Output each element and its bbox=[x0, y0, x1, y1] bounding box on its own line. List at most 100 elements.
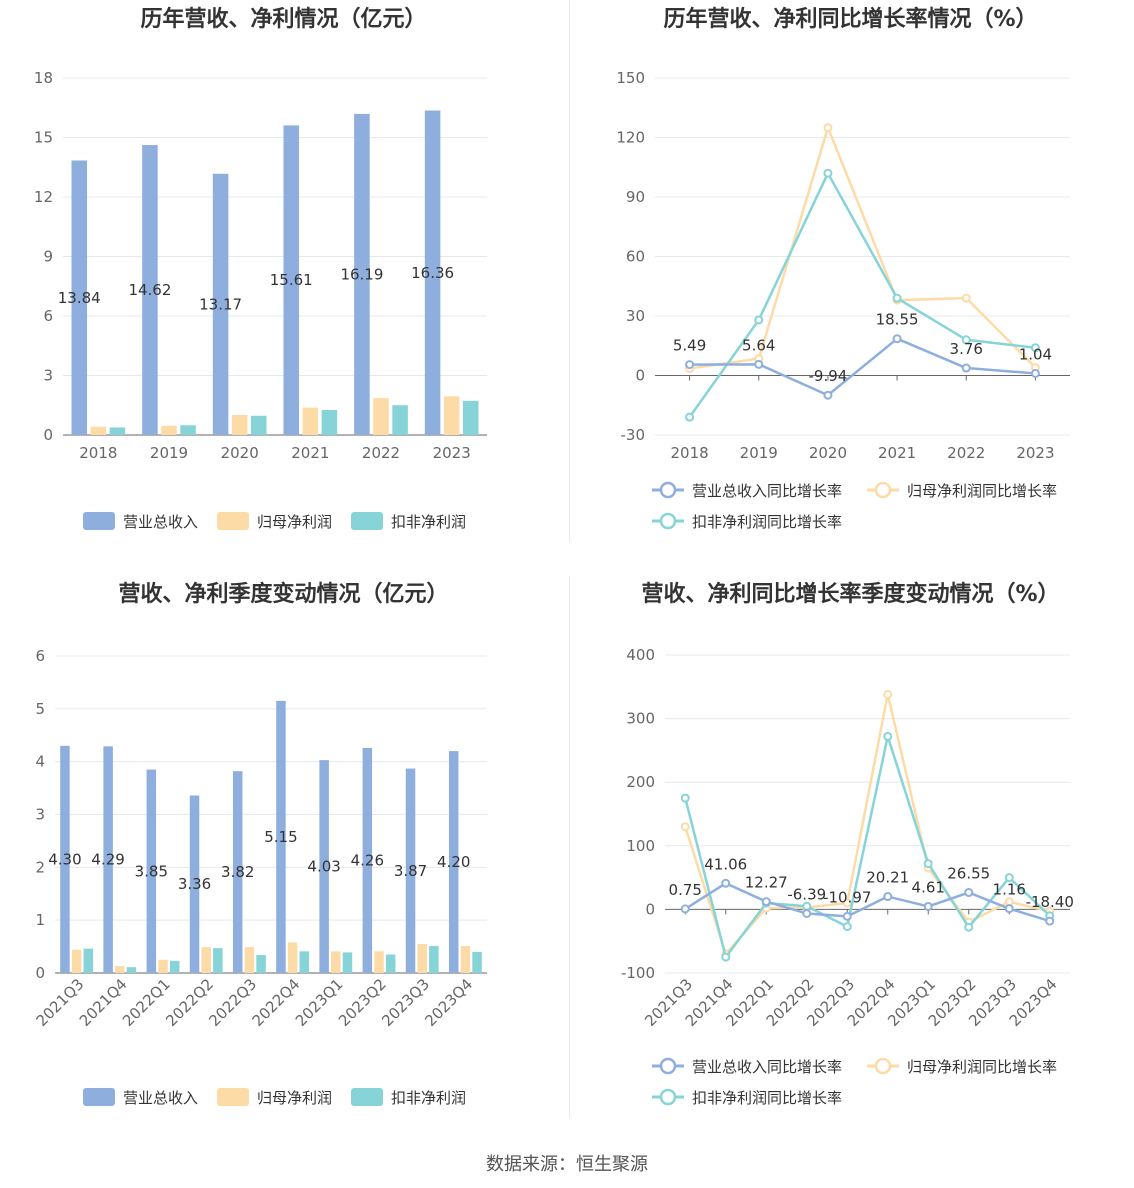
annual-growth-rate-chart: 历年营收、净利同比增长率情况（%） -30 0 30 60 90 120 150 2018 201… bbox=[567, 0, 1134, 545]
chart-2-legend-label: 扣非净利润 bbox=[391, 1089, 466, 1107]
chart-2-bar-2 bbox=[126, 967, 137, 973]
chart-1-legend-marker bbox=[874, 481, 892, 499]
chart-0-bar-data-label: 13.17 bbox=[199, 295, 242, 313]
chart-3-y-tick-label: 200 bbox=[626, 773, 655, 791]
chart-0-bar-1 bbox=[90, 426, 107, 435]
chart-2-bar-0 bbox=[146, 769, 157, 973]
chart-2-x-tick-label: 2023Q4 bbox=[421, 975, 476, 1030]
chart-3-line-data-label: 41.06 bbox=[704, 855, 747, 873]
chart-3-line-data-label: 20.21 bbox=[866, 869, 909, 887]
chart-2-title: 营收、净利季度变动情况（亿元） bbox=[118, 581, 448, 607]
chart-2-bar-1 bbox=[374, 951, 384, 973]
chart-3-point-0 bbox=[761, 897, 771, 907]
chart-1-point-2 bbox=[892, 293, 902, 303]
chart-2-bar-2 bbox=[429, 946, 439, 973]
chart-1-point-0 bbox=[754, 359, 764, 369]
chart-1-point-0 bbox=[685, 360, 695, 370]
chart-2-bar-0 bbox=[362, 747, 373, 973]
chart-0-bar-2 bbox=[180, 425, 196, 435]
chart-2-y-tick-label: 1 bbox=[35, 911, 45, 929]
chart-1-legend-marker bbox=[659, 512, 677, 530]
chart-3-y-tick-label: 100 bbox=[626, 837, 655, 855]
chart-1-y-tick-label: 120 bbox=[616, 129, 645, 147]
chart-0-bar-data-label: 16.19 bbox=[340, 265, 383, 283]
chart-3-line-1 bbox=[684, 693, 1051, 956]
chart-0-title: 历年营收、净利情况（亿元） bbox=[140, 6, 426, 32]
chart-1-line-data-label: 3.76 bbox=[950, 340, 983, 358]
chart-0-bar-data-label: 15.61 bbox=[270, 271, 313, 289]
chart-3-point-0 bbox=[964, 888, 974, 898]
chart-1-line-1 bbox=[689, 126, 1037, 370]
chart-0-bar-data-label: 13.84 bbox=[58, 289, 101, 307]
chart-0-bar-2 bbox=[392, 405, 408, 435]
chart-0-bar-1 bbox=[302, 407, 319, 435]
chart-2-y-tick-label: 2 bbox=[35, 858, 45, 876]
chart-3-y-tick-label: -100 bbox=[621, 964, 655, 982]
chart-1-point-2 bbox=[754, 315, 764, 325]
chart-2-bar-1 bbox=[417, 943, 427, 973]
chart-1-point-2 bbox=[1030, 343, 1040, 353]
quarterly-revenue-profit-chart: 营收、净利季度变动情况（亿元） 0 1 2 3 4 5 6 2021Q3 2021Q4 2022Q1… bbox=[0, 575, 567, 1120]
chart-0-legend-label: 扣非净利润 bbox=[391, 513, 466, 531]
chart-2-bar-data-label: 4.30 bbox=[48, 850, 81, 868]
chart-3-line-data-label: -18.40 bbox=[1026, 893, 1074, 911]
chart-3-y-tick-label: 300 bbox=[626, 710, 655, 728]
chart-1-point-0 bbox=[961, 363, 971, 373]
chart-1-point-0 bbox=[892, 334, 902, 344]
chart-2-y-tick-label: 3 bbox=[35, 806, 45, 824]
chart-0-bar-2 bbox=[109, 427, 126, 435]
chart-1-line-0 bbox=[689, 337, 1036, 397]
chart-1-line-data-label: 1.04 bbox=[1019, 345, 1052, 363]
chart-3-point-2 bbox=[883, 731, 893, 741]
chart-2-bar-data-label: 4.20 bbox=[437, 853, 470, 871]
chart-2-bar-data-label: 3.87 bbox=[394, 862, 427, 880]
chart-0-x-tick-label: 2021 bbox=[291, 444, 329, 462]
chart-1-line-data-label: 5.49 bbox=[673, 337, 706, 355]
chart-2-bar-0 bbox=[405, 768, 416, 973]
chart-3-line-2 bbox=[684, 735, 1051, 959]
chart-3-point-2 bbox=[802, 901, 812, 911]
chart-3-point-1 bbox=[680, 822, 690, 832]
chart-0-x-tick-label: 2019 bbox=[150, 444, 188, 462]
chart-0-y-tick-label: 15 bbox=[34, 129, 53, 147]
chart-1-y-tick-label: 150 bbox=[616, 69, 645, 87]
chart-1-point-1 bbox=[961, 293, 971, 303]
chart-2-y-tick-label: 0 bbox=[35, 964, 45, 982]
chart-svg: 营收、净利同比增长率季度变动情况（%）-10001002003004002021… bbox=[621, 581, 1074, 1107]
chart-1-x-tick-label: 2020 bbox=[809, 444, 847, 462]
chart-2-legend-label: 营业总收入 bbox=[123, 1089, 198, 1107]
chart-3-point-2 bbox=[964, 922, 974, 932]
chart-3-legend-marker bbox=[874, 1057, 892, 1075]
chart-2-bar-0 bbox=[103, 746, 113, 973]
chart-svg: 历年营收、净利情况（亿元） 0 3 6 9 12 15 18 2018 2019 2020 2021 2… bbox=[34, 6, 487, 531]
chart-0-legend-swatch bbox=[217, 512, 249, 530]
chart-2-y-tick-label: 5 bbox=[35, 700, 45, 718]
chart-2-legend-label: 归母净利润 bbox=[257, 1089, 332, 1107]
chart-0-y-tick-label: 18 bbox=[34, 69, 53, 87]
chart-3-point-0 bbox=[1045, 916, 1055, 926]
chart-3-point-2 bbox=[721, 952, 731, 962]
chart-2-bar-2 bbox=[83, 948, 94, 973]
chart-1-y-tick-label: -30 bbox=[621, 426, 646, 444]
chart-3-point-2 bbox=[680, 793, 690, 803]
chart-0-bar-0 bbox=[424, 110, 441, 435]
chart-0-bar-0 bbox=[283, 125, 300, 435]
chart-1-x-tick-label: 2023 bbox=[1016, 444, 1054, 462]
chart-2-bar-1 bbox=[115, 966, 125, 973]
chart-2-y-tick-label: 6 bbox=[35, 647, 45, 665]
chart-0-bar-2 bbox=[462, 400, 479, 435]
chart-2-bar-1 bbox=[201, 947, 211, 973]
chart-2-bar-2 bbox=[213, 948, 223, 973]
chart-1-line-data-label: -9.94 bbox=[809, 367, 848, 385]
chart-3-title: 营收、净利同比增长率季度变动情况（%） bbox=[641, 581, 1059, 607]
chart-1-y-tick-label: 30 bbox=[626, 307, 645, 325]
chart-0-legend-swatch bbox=[351, 512, 383, 530]
chart-2-bar-1 bbox=[71, 949, 82, 973]
chart-3-line-data-label: 0.75 bbox=[669, 881, 702, 899]
chart-3-point-2 bbox=[923, 859, 933, 869]
chart-2-bar-2 bbox=[342, 952, 353, 973]
chart-2-bar-0 bbox=[232, 771, 243, 973]
chart-3-point-0 bbox=[883, 892, 893, 902]
chart-2-bar-1 bbox=[244, 947, 255, 973]
chart-3-legend-label: 扣非净利润同比增长率 bbox=[692, 1089, 842, 1107]
